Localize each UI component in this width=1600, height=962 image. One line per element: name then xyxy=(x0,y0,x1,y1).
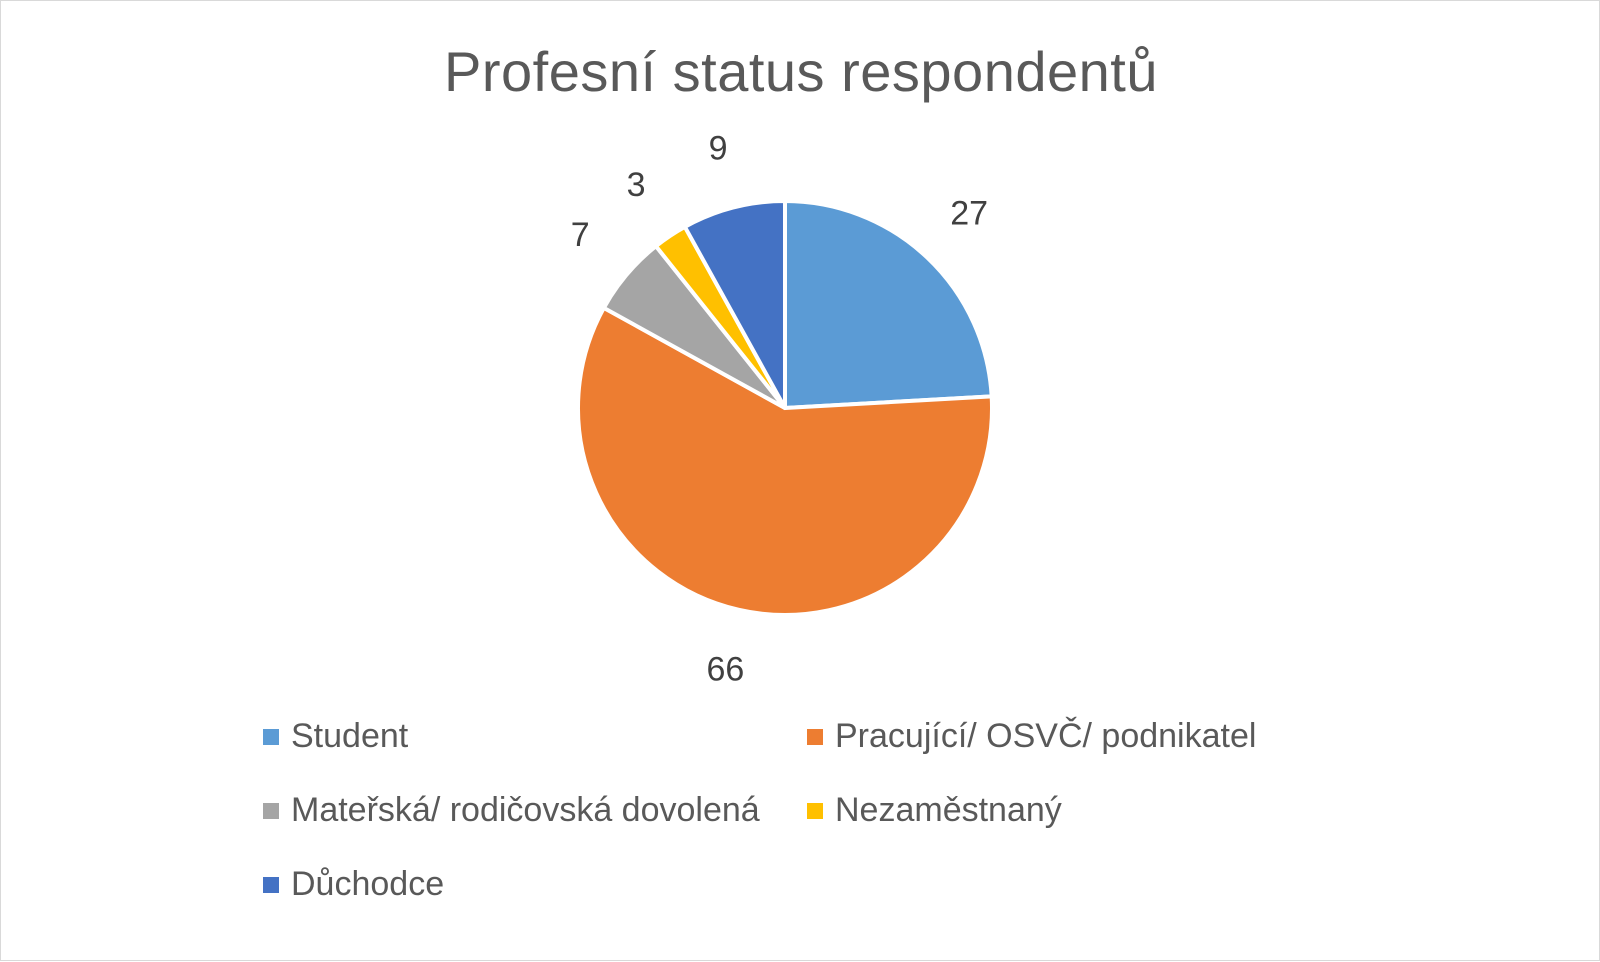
pie-slices xyxy=(576,199,994,617)
data-label-pracujici: 66 xyxy=(706,650,744,688)
legend-swatch-student xyxy=(263,728,279,745)
legend-item-pracujici: Pracující/ OSVČ/ podnikatel xyxy=(807,717,1256,756)
legend-item-duchodce: Důchodce xyxy=(263,865,444,904)
legend-label-student: Student xyxy=(291,717,409,755)
legend-label-materska: Mateřská/ rodičovská dovolená xyxy=(291,791,760,829)
data-label-materska: 7 xyxy=(571,216,590,254)
legend-item-nezamestnany: Nezaměstnaný xyxy=(807,791,1062,830)
pie-slice-student xyxy=(783,199,994,410)
legend-swatch-duchodce xyxy=(263,876,279,893)
pie-slice-duchodce xyxy=(682,199,787,410)
data-label-student: 27 xyxy=(950,194,988,232)
pie-slice-pracujici xyxy=(576,305,994,617)
data-label-duchodce: 9 xyxy=(709,129,728,167)
legend-label-pracujici: Pracující/ OSVČ/ podnikatel xyxy=(835,717,1257,755)
chart-title: Profesní status respondentů xyxy=(444,40,1158,103)
pie-data-labels: 27 66 73 9 xyxy=(571,129,988,688)
legend-swatch-pracujici xyxy=(807,728,823,745)
legend-item-materska: Mateřská/ rodičovská dovolená xyxy=(263,791,760,830)
data-label-nezamestnany: 3 xyxy=(627,166,646,204)
legend-swatch-nezamestnany xyxy=(807,802,823,819)
legend-label-nezamestnany: Nezaměstnaný xyxy=(835,791,1062,829)
legend-item-student: Student xyxy=(263,717,408,756)
legend-label-duchodce: Důchodce xyxy=(291,865,445,903)
legend-swatch-materska xyxy=(263,802,279,819)
